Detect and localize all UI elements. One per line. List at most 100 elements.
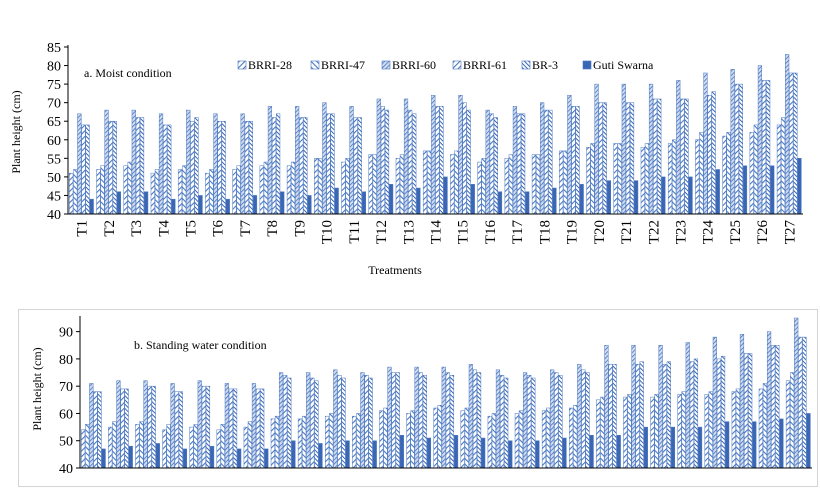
bar-br-3-t16 [493, 117, 498, 215]
bar-brri-47-t21 [627, 394, 632, 469]
bar-brri-47-t3 [139, 421, 144, 469]
bar-guti-swarna-t24 [715, 169, 720, 215]
bar-guti-swarna-t11 [372, 440, 377, 469]
bar-brri-61-t21 [635, 364, 640, 469]
bar-brri-60-t8 [278, 372, 284, 469]
x-tick-label: T26 [755, 220, 771, 245]
bar-brri-28-t25 [722, 135, 727, 215]
bar-brri-60-t19 [567, 94, 572, 215]
bar-brri-47-t12 [383, 407, 388, 469]
bar-guti-swarna-t13 [426, 437, 432, 469]
bar-brri-61-t4 [163, 124, 168, 215]
bar-brri-47-t18 [545, 407, 551, 469]
y-tick-label: 50 [47, 171, 61, 186]
bar-brri-47-t2 [100, 165, 105, 215]
bar-brri-61-t27 [789, 72, 794, 215]
bar-guti-swarna-t23 [697, 426, 703, 469]
bar-br-3-t15 [466, 109, 471, 215]
bar-guti-swarna-t24 [725, 421, 730, 469]
bar-brri-60-t12 [376, 98, 381, 215]
bar-brri-60-t16 [495, 369, 501, 469]
bar-guti-swarna-t22 [670, 426, 676, 469]
bar-brri-47-t26 [753, 124, 758, 215]
bar-brri-61-t11 [364, 375, 369, 469]
bar-brri-47-t13 [410, 410, 415, 469]
x-tick-label: T11 [347, 220, 363, 244]
bar-brri-60-t7 [240, 113, 245, 215]
y-tick-label: 80 [59, 353, 73, 368]
bar-brri-60-t20 [604, 345, 609, 469]
y-tick-label: 80 [47, 60, 61, 75]
bar-brri-60-t9 [295, 106, 300, 215]
bar-brri-61-t12 [380, 106, 386, 215]
bar-brri-28-t7 [232, 169, 237, 215]
bar-brri-60-t24 [703, 72, 708, 215]
x-tick-label: T2 [102, 220, 118, 237]
bar-br-3-t10 [330, 113, 335, 215]
bar-br-3-t10 [341, 377, 346, 469]
bar-br-3-t1 [85, 124, 90, 215]
y-ticks: 40 50 60 70 80 90 [59, 316, 812, 477]
bar-brri-60-t27 [794, 317, 799, 469]
bar-brri-60-t12 [387, 366, 392, 469]
legend-label-guti-swarna: Guti Swarna [593, 58, 654, 72]
bar-brri-47-t9 [290, 161, 296, 215]
bar-brri-61-t2 [120, 388, 125, 469]
x-tick-label: T19 [565, 220, 581, 244]
bar-brri-60-t9 [306, 372, 311, 469]
bar-guti-swarna-t27 [806, 413, 811, 469]
bar-brri-60-t19 [577, 364, 582, 469]
y-tick-label: 55 [47, 152, 61, 167]
bar-brri-47-t4 [166, 424, 171, 469]
bar-guti-swarna-t26 [779, 418, 784, 469]
bar-brri-28-t6 [205, 172, 210, 215]
bar-brri-60-t23 [676, 80, 681, 215]
bar-brri-28-t19 [569, 407, 574, 469]
bar-brri-61-t23 [689, 361, 694, 469]
bar-brri-28-t8 [270, 418, 275, 469]
bar-brri-60-t25 [730, 69, 735, 215]
x-tick-label: T5 [184, 220, 200, 237]
bar-br-3-t25 [738, 83, 743, 215]
bar-guti-swarna-t16 [508, 440, 513, 469]
bar-brri-28-t15 [460, 410, 465, 469]
bar-brri-47-t23 [681, 391, 686, 469]
bar-brri-28-t20 [586, 146, 591, 215]
bar-brri-61-t11 [353, 117, 358, 215]
bar-brri-60-t5 [197, 380, 202, 469]
bar-brri-28-t25 [731, 391, 736, 469]
bar-brri-61-t17 [527, 375, 532, 469]
bar-brri-47-t2 [112, 421, 117, 469]
bar-br-3-t8 [276, 113, 281, 215]
bar-brri-47-t19 [563, 150, 568, 215]
bar-brri-60-t1 [89, 383, 94, 469]
bar-brri-60-t17 [512, 106, 518, 215]
y-tick-label: 40 [47, 208, 61, 223]
y-tick-label: 70 [47, 97, 61, 112]
bar-br-3-t14 [439, 106, 444, 215]
bar-guti-swarna-t3 [155, 443, 160, 469]
bar-brri-61-t6 [217, 120, 222, 215]
bar-br-3-t12 [395, 372, 400, 469]
bar-brri-47-t16 [491, 413, 496, 469]
bar-brri-60-t10 [322, 102, 327, 215]
bar-brri-61-t25 [734, 83, 739, 215]
bar-guti-swarna-t1 [89, 198, 94, 215]
bar-brri-61-t1 [81, 124, 86, 215]
bar-guti-swarna-t19 [579, 184, 584, 215]
bar-brri-61-t20 [598, 102, 603, 215]
x-tick-label: T16 [483, 220, 499, 245]
bar-br-3-t19 [585, 372, 590, 469]
legend-label-br-3: BR-3 [532, 58, 558, 72]
bar-brri-60-t22 [658, 345, 663, 469]
bar-br-3-t15 [476, 372, 482, 469]
bar-brri-61-t2 [108, 120, 113, 215]
bar-br-3-t21 [639, 361, 644, 469]
bar-brri-60-t17 [522, 372, 528, 469]
bar-brri-28-t14 [422, 150, 428, 215]
bar-br-3-t7 [248, 120, 253, 215]
bar-guti-swarna-t12 [389, 184, 394, 215]
bar-br-3-t12 [384, 109, 390, 215]
legend-label-brri-61: BRRI-61 [463, 58, 507, 72]
legend-swatch-brri-28 [237, 60, 247, 70]
